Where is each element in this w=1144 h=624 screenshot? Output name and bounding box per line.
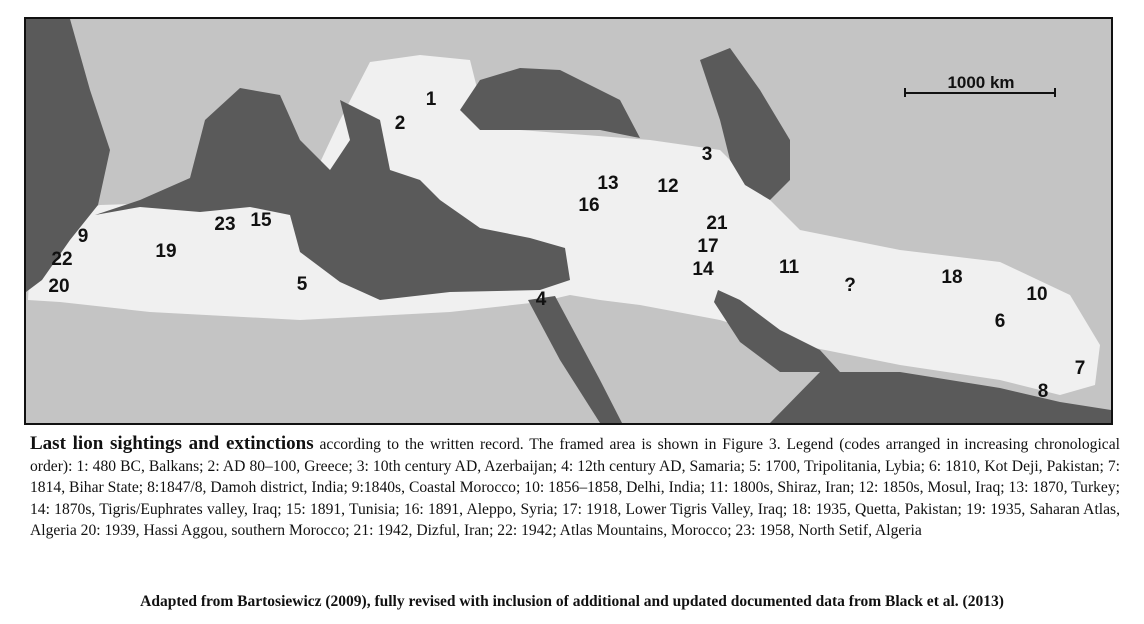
site-label-4: 4 <box>536 289 547 310</box>
site-label-unknown: ? <box>844 275 856 296</box>
site-label-16: 16 <box>578 195 599 216</box>
site-label-6: 6 <box>995 311 1006 332</box>
scale-bar: 1000 km <box>904 73 1056 97</box>
site-label-13: 13 <box>597 173 618 194</box>
scale-bar-label: 1000 km <box>947 73 1014 92</box>
site-label-1: 1 <box>426 89 437 110</box>
lion-range-map: 1000 km 1 2 3 4 5 6 7 8 9 10 11 12 13 14 15 16 17 18 19 20 2… <box>24 17 1113 425</box>
mediterranean-sea <box>95 88 570 300</box>
caption-text: according to the written record. The fra… <box>30 436 1120 539</box>
site-label-11: 11 <box>779 257 800 278</box>
site-label-10: 10 <box>1026 284 1047 305</box>
caption-title: Last lion sightings and extinctions <box>30 433 314 454</box>
site-label-5: 5 <box>297 274 308 295</box>
black-sea <box>460 68 640 138</box>
caspian-sea <box>700 48 790 200</box>
site-label-12: 12 <box>657 176 678 197</box>
site-label-20: 20 <box>48 276 69 297</box>
site-label-21: 21 <box>706 213 728 234</box>
arabian-sea <box>770 372 1111 423</box>
site-label-3: 3 <box>702 144 713 165</box>
figure-caption: Last lion sightings and extinctions acco… <box>30 433 1120 542</box>
persian-gulf <box>714 290 840 372</box>
site-label-22: 22 <box>51 249 72 270</box>
lion-range-area <box>28 55 1100 395</box>
site-label-7: 7 <box>1075 358 1086 379</box>
caption-credit: Adapted from Bartosiewicz (2009), fully … <box>140 593 1004 610</box>
site-label-8: 8 <box>1038 381 1049 402</box>
site-label-17: 17 <box>697 236 718 257</box>
site-label-18: 18 <box>941 267 962 288</box>
atlantic-ocean <box>26 19 110 292</box>
red-sea <box>528 296 622 423</box>
site-label-15: 15 <box>250 210 272 231</box>
site-label-2: 2 <box>395 113 406 134</box>
site-label-9: 9 <box>78 226 89 247</box>
site-label-14: 14 <box>692 259 714 280</box>
site-label-19: 19 <box>155 241 176 262</box>
site-label-23: 23 <box>214 214 235 235</box>
